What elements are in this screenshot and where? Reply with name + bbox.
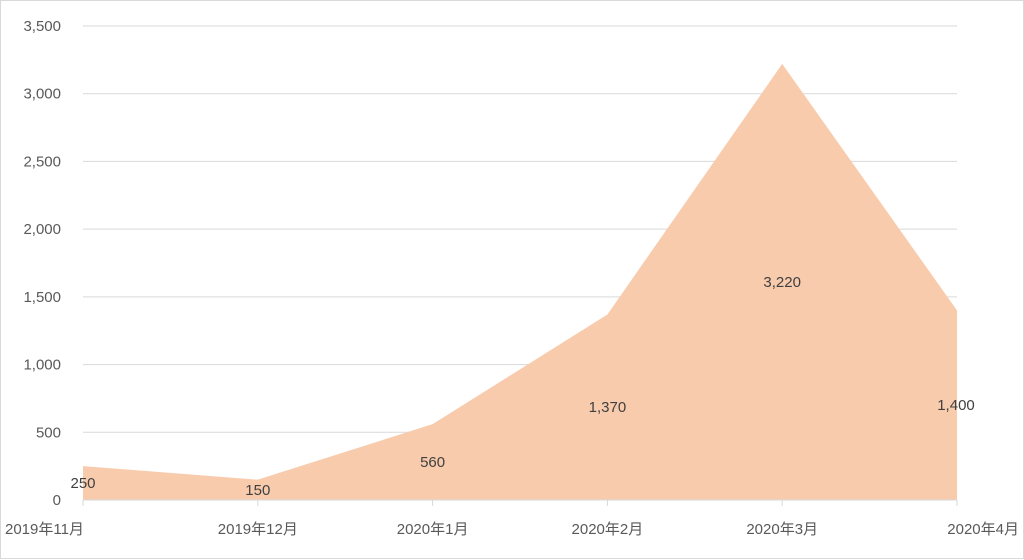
data-label: 150 [245, 482, 270, 499]
data-labels: 250 150 560 1,370 3,220 1,400 [70, 274, 974, 499]
x-tick-label: 2019年11月 [5, 521, 84, 538]
y-axis-tick-labels: 0 500 1,000 1,500 2,000 2,500 3,000 3,500 [23, 18, 61, 509]
data-label: 3,220 [763, 274, 801, 291]
y-tick-label: 2,500 [23, 153, 61, 170]
area-fill [83, 63, 957, 501]
x-axis [82, 499, 958, 506]
data-label: 1,370 [589, 399, 627, 416]
gridlines [83, 25, 957, 433]
y-tick-label: 3,000 [23, 86, 61, 103]
area-series [83, 63, 957, 501]
x-axis-tick-labels: 2019年11月 2019年12月 2020年1月 2020年2月 2020年3月 202… [5, 521, 1019, 538]
x-tick-label: 2019年12月 [218, 521, 298, 538]
y-tick-label: 0 [53, 492, 61, 509]
y-tick-label: 1,000 [23, 357, 61, 374]
x-tick-label: 2020年2月 [572, 521, 644, 538]
x-tick-label: 2020年4月 [947, 521, 1019, 538]
x-tick-label: 2020年1月 [397, 521, 469, 538]
data-label: 1,400 [937, 397, 975, 414]
data-label: 560 [420, 454, 445, 471]
y-tick-label: 3,500 [23, 18, 61, 35]
data-label: 250 [70, 475, 95, 492]
y-tick-label: 2,000 [23, 221, 61, 238]
y-tick-label: 500 [36, 424, 61, 441]
x-tick-label: 2020年3月 [746, 521, 818, 538]
y-tick-label: 1,500 [23, 289, 61, 306]
